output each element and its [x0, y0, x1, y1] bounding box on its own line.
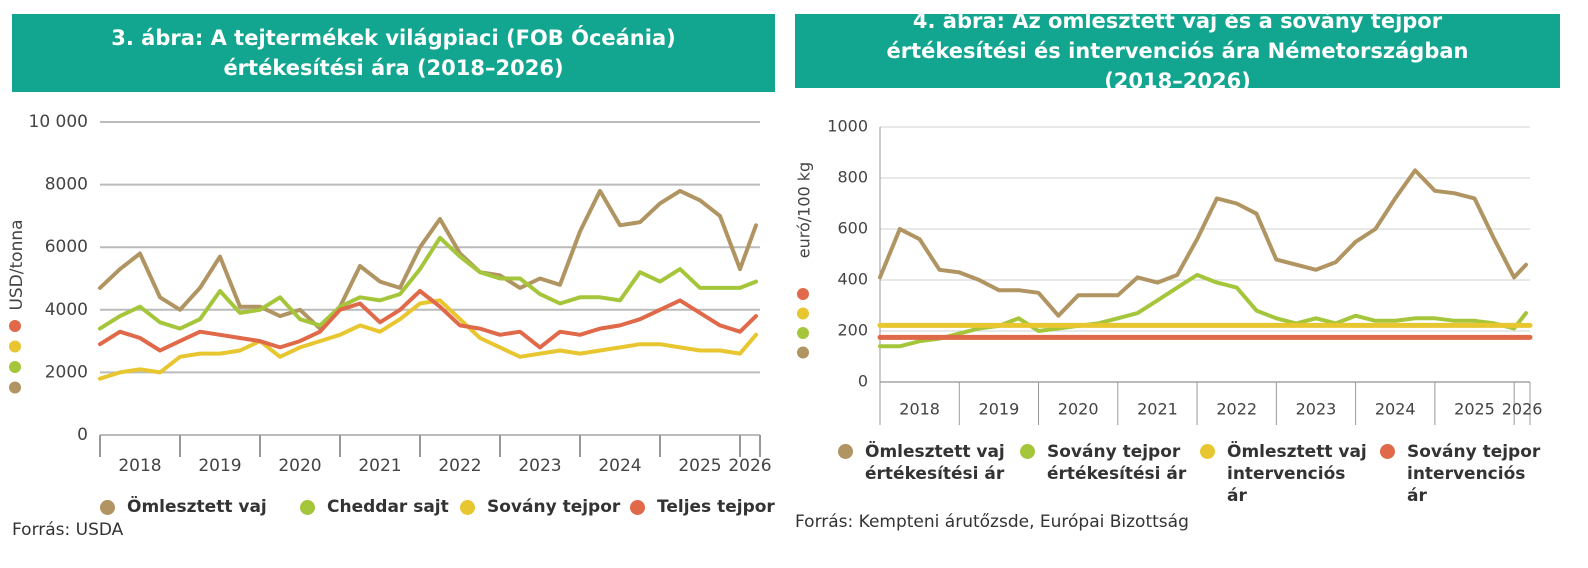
- legend-item: Teljes tejpor: [630, 497, 780, 517]
- legend-label: Ömlesztett vaj: [127, 497, 267, 517]
- legend-item: Ömlesztett vaj értékesítési ár: [838, 441, 1020, 507]
- axis-legend-dot: [797, 346, 809, 359]
- axis-legend-dot: [9, 320, 21, 332]
- source-note: Forrás: Kempteni árutőzsde, Európai Bizo…: [795, 512, 1189, 532]
- legend-label: Ömlesztett vaj intervenciós ár: [1227, 442, 1367, 506]
- chart-title: 3. ábra: A tejtermékek világpiaci (FOB Ó…: [12, 14, 775, 92]
- x-tick-label: 2020: [278, 456, 321, 476]
- series-line: [98, 289, 758, 353]
- y-tick-label: 6000: [45, 237, 88, 257]
- legend-label: Teljes tejpor: [657, 497, 775, 517]
- legend-label: Cheddar sajt: [327, 497, 449, 517]
- x-tick-label: 2018: [118, 456, 161, 476]
- axis-legend-dot: [9, 340, 21, 353]
- series-line: [98, 188, 758, 331]
- legend-label: Sovány tejpor értékesítési ár: [1047, 442, 1187, 484]
- legend-marker: [460, 500, 475, 515]
- legend-label: Sovány tejpor: [487, 497, 621, 517]
- legend-item: Sovány tejpor intervenciós ár: [1380, 441, 1550, 507]
- axis-legend-dot: [797, 327, 809, 339]
- axis-legend-dot: [797, 288, 809, 300]
- y-tick-label: 400: [837, 270, 868, 289]
- series-line: [878, 168, 1528, 318]
- legend-item: Cheddar sajt: [300, 497, 460, 517]
- legend-item: Ömlesztett vaj: [100, 497, 300, 517]
- series-line: [878, 272, 1528, 349]
- x-tick-label: 2021: [1137, 400, 1178, 419]
- axis-legend-dot: [9, 381, 21, 394]
- y-tick-label: 200: [837, 321, 868, 340]
- legend-item: Sovány tejpor értékesítési ár: [1020, 441, 1200, 507]
- legend-marker: [1020, 444, 1035, 459]
- legend-marker: [630, 500, 645, 515]
- y-tick-label: 600: [837, 219, 868, 238]
- x-tick-label: 2024: [1375, 400, 1416, 419]
- x-tick-label: 2021: [358, 456, 401, 476]
- x-tick-label: 2023: [1296, 400, 1337, 419]
- legend-marker: [1380, 444, 1395, 459]
- axis-legend-dot: [797, 307, 809, 320]
- source-note: Forrás: USDA: [12, 520, 124, 540]
- series-line: [98, 298, 758, 381]
- x-tick-label: 2019: [979, 400, 1020, 419]
- chart-title: 4. ábra: Az ömlesztett vaj és a sovány t…: [795, 9, 1560, 93]
- legend-marker: [1200, 444, 1215, 459]
- y-tick-label: 4000: [45, 300, 88, 320]
- x-tick-label: 2019: [198, 456, 241, 476]
- legend-item: Ömlesztett vaj intervenciós ár: [1200, 441, 1380, 507]
- legend-item: Sovány tejpor: [460, 497, 630, 517]
- legend-marker: [100, 500, 115, 515]
- x-tick-label: 2026: [1502, 400, 1543, 419]
- series-line: [98, 235, 758, 331]
- y-tick-label: 800: [837, 168, 868, 187]
- y-tick-label: 0: [77, 425, 88, 445]
- axis-legend-dot: [9, 361, 21, 373]
- x-tick-label: 2024: [598, 456, 641, 476]
- x-tick-label: 2018: [899, 400, 940, 419]
- y-tick-label: 2000: [45, 362, 88, 382]
- x-tick-label: 2026: [728, 456, 771, 476]
- legend: Ömlesztett vaj értékesítési ár Sovány tej…: [838, 441, 1550, 507]
- y-tick-label: 1000: [827, 117, 868, 136]
- x-tick-label: 2022: [1216, 400, 1257, 419]
- y-tick-label: 10 000: [29, 112, 88, 132]
- legend-marker: [300, 500, 315, 515]
- x-tick-label: 2025: [1454, 400, 1495, 419]
- y-tick-label: 8000: [45, 175, 88, 195]
- x-tick-label: 2023: [518, 456, 561, 476]
- y-axis-label: USD/tonna: [7, 219, 27, 310]
- legend-label: Ömlesztett vaj értékesítési ár: [865, 442, 1005, 484]
- legend-label: Sovány tejpor intervenciós ár: [1407, 442, 1541, 506]
- y-tick-label: 0: [858, 372, 868, 391]
- legend: Ömlesztett vaj Cheddar sajt Sovány tejpor T…: [100, 497, 780, 517]
- x-tick-label: 2022: [438, 456, 481, 476]
- y-axis-label: euró/100 kg: [795, 162, 814, 258]
- x-tick-label: 2025: [678, 456, 721, 476]
- legend-marker: [838, 444, 853, 459]
- x-tick-label: 2020: [1058, 400, 1099, 419]
